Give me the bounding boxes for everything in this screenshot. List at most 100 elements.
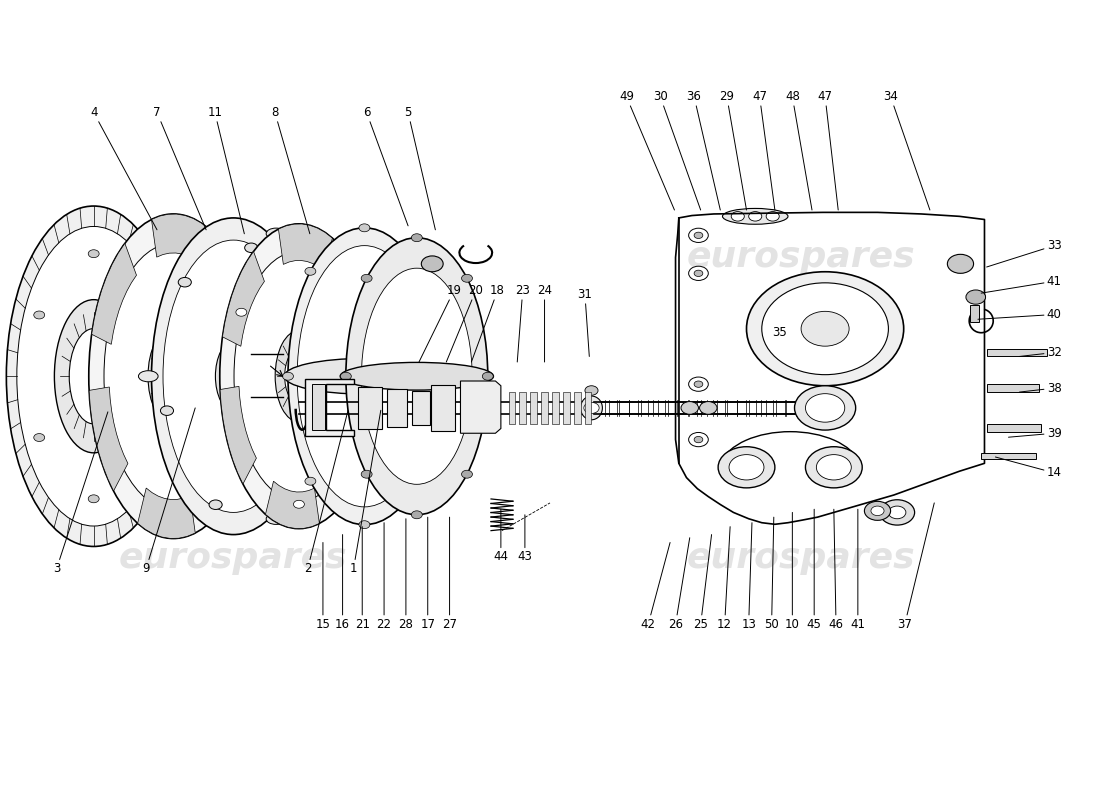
Text: 23: 23 [515, 284, 530, 362]
Text: 43: 43 [517, 514, 532, 563]
Text: 24: 24 [537, 284, 552, 362]
Text: 5: 5 [405, 106, 436, 230]
Text: 48: 48 [785, 90, 812, 210]
Ellipse shape [220, 224, 378, 529]
Circle shape [305, 478, 316, 485]
Circle shape [762, 283, 889, 374]
Ellipse shape [266, 514, 286, 524]
Text: 21: 21 [354, 526, 370, 630]
Text: 25: 25 [693, 534, 712, 630]
Bar [358, 387, 382, 429]
Text: 38: 38 [1020, 382, 1062, 394]
Bar [508, 392, 515, 424]
Circle shape [34, 434, 45, 442]
Circle shape [340, 372, 351, 380]
Polygon shape [278, 224, 332, 271]
Polygon shape [461, 381, 500, 434]
Circle shape [178, 278, 191, 287]
Circle shape [294, 500, 305, 508]
Text: 49: 49 [619, 90, 674, 210]
Circle shape [880, 500, 914, 525]
Bar [585, 392, 592, 424]
Circle shape [482, 372, 493, 380]
Circle shape [694, 270, 703, 277]
Ellipse shape [89, 214, 258, 538]
Circle shape [411, 234, 422, 242]
Circle shape [294, 337, 307, 346]
Text: 32: 32 [1020, 346, 1062, 359]
Bar [987, 349, 1047, 357]
Text: 39: 39 [1009, 426, 1062, 440]
Text: 12: 12 [717, 526, 733, 630]
Bar [519, 392, 526, 424]
Circle shape [88, 495, 99, 502]
Circle shape [412, 267, 424, 275]
Circle shape [275, 466, 288, 475]
Text: 37: 37 [898, 503, 934, 630]
Text: 2: 2 [304, 410, 348, 575]
Circle shape [766, 211, 779, 221]
Circle shape [305, 267, 316, 275]
Ellipse shape [7, 206, 182, 546]
Text: 33: 33 [987, 239, 1062, 267]
Circle shape [681, 402, 698, 414]
Circle shape [585, 386, 598, 395]
Circle shape [283, 372, 294, 380]
Text: 22: 22 [376, 522, 392, 630]
Ellipse shape [16, 226, 171, 526]
Text: eurospares: eurospares [119, 241, 348, 274]
Ellipse shape [104, 243, 243, 510]
Text: 17: 17 [420, 517, 436, 630]
Polygon shape [152, 214, 209, 265]
Text: 40: 40 [978, 308, 1062, 321]
Circle shape [694, 232, 703, 238]
Text: 45: 45 [806, 510, 822, 630]
Text: eurospares: eurospares [686, 542, 915, 575]
Text: 28: 28 [398, 518, 414, 630]
Circle shape [436, 372, 447, 380]
Circle shape [794, 386, 856, 430]
Ellipse shape [163, 240, 304, 513]
Circle shape [729, 454, 764, 480]
Polygon shape [265, 482, 319, 529]
Circle shape [462, 470, 473, 478]
Circle shape [689, 266, 708, 281]
Text: 9: 9 [142, 408, 195, 575]
Circle shape [421, 256, 443, 272]
Ellipse shape [158, 347, 188, 406]
Circle shape [700, 402, 717, 414]
Ellipse shape [234, 251, 364, 502]
Polygon shape [220, 386, 256, 484]
Ellipse shape [285, 349, 314, 404]
Text: 19: 19 [419, 284, 461, 362]
Text: 20: 20 [447, 284, 483, 362]
Text: 13: 13 [741, 522, 756, 630]
Polygon shape [341, 269, 377, 366]
Text: eurospares: eurospares [119, 542, 348, 575]
Ellipse shape [54, 300, 133, 453]
Polygon shape [306, 378, 353, 436]
Circle shape [143, 311, 154, 319]
Bar [981, 453, 1036, 459]
Polygon shape [312, 384, 326, 430]
Ellipse shape [581, 396, 603, 420]
Text: 15: 15 [316, 542, 330, 630]
Bar [987, 384, 1040, 392]
Circle shape [161, 406, 174, 415]
Text: 26: 26 [668, 538, 690, 630]
Circle shape [871, 506, 884, 515]
Circle shape [351, 308, 362, 316]
Text: 8: 8 [272, 106, 310, 234]
Ellipse shape [152, 218, 316, 534]
Text: 18: 18 [472, 284, 505, 362]
Circle shape [689, 228, 708, 242]
Text: 7: 7 [153, 106, 206, 230]
Circle shape [889, 506, 906, 518]
Text: 1: 1 [350, 410, 381, 575]
Circle shape [718, 446, 774, 488]
Ellipse shape [340, 362, 494, 390]
Ellipse shape [275, 330, 322, 422]
Circle shape [143, 434, 154, 442]
Polygon shape [222, 251, 264, 346]
Text: 29: 29 [719, 90, 747, 210]
